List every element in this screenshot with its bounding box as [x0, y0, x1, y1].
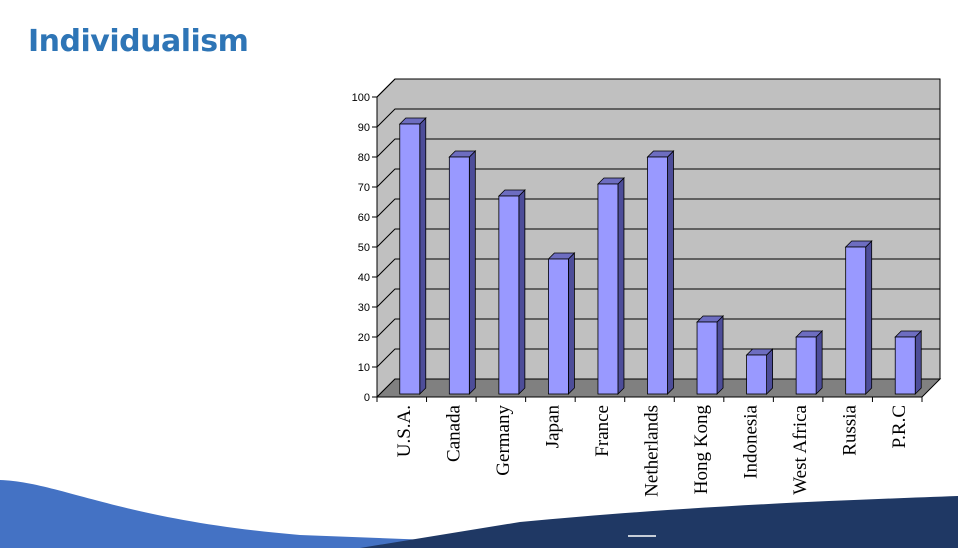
bar-side: [518, 189, 526, 395]
x-tick-label: Canada: [443, 404, 464, 462]
gridline: [376, 288, 940, 308]
wave-dark-shape: [360, 496, 958, 548]
gridline: [376, 78, 940, 98]
bar: [696, 321, 718, 395]
bar-side: [468, 150, 476, 395]
bar-side: [419, 117, 427, 395]
bar-side: [865, 240, 873, 395]
y-tick-label: 50: [358, 242, 370, 254]
bar-side: [667, 150, 674, 395]
gridline: [376, 198, 940, 218]
bar-side: [766, 348, 773, 395]
y-tick-label: 40: [358, 272, 370, 284]
gridline: [376, 168, 940, 188]
x-tick-label: Germany: [493, 405, 514, 476]
gridline: [376, 138, 940, 158]
y-tick-label: 20: [358, 332, 370, 344]
gridline: [376, 258, 940, 278]
bar: [548, 258, 569, 395]
gridline: [376, 228, 940, 248]
x-tick-label: France: [592, 405, 613, 457]
bar: [894, 336, 916, 395]
bar: [746, 354, 767, 395]
x-tick-label: Netherlands: [642, 405, 663, 497]
bar-side: [617, 177, 625, 395]
gridline: [376, 108, 940, 128]
y-tick-label: 30: [358, 302, 370, 314]
x-tick-label: Indonesia: [741, 404, 762, 478]
bar: [448, 156, 470, 395]
wave-light-shape: [0, 480, 640, 548]
x-tick-label: P.R.C: [889, 405, 910, 448]
x-tick-label: Russia: [840, 404, 861, 455]
bar-side: [815, 330, 823, 395]
y-tick-label: 90: [358, 122, 370, 134]
x-tick-label: West Africa: [790, 404, 811, 494]
y-tick-label: 70: [358, 182, 370, 194]
bar: [845, 246, 867, 395]
slide-title: Individualism: [28, 24, 249, 59]
bar-side: [914, 330, 922, 395]
y-tick-label: 100: [352, 92, 370, 104]
x-tick-label: Hong Kong: [691, 405, 712, 495]
bar: [498, 195, 520, 395]
y-tick-label: 80: [358, 152, 370, 164]
bar: [647, 156, 668, 395]
bar-side: [568, 252, 575, 395]
bar: [795, 336, 817, 395]
bar-side: [716, 315, 724, 395]
y-tick-label: 0: [364, 392, 370, 404]
y-tick-label: 10: [358, 362, 370, 374]
bar: [399, 123, 421, 395]
x-tick-label: Japan: [542, 405, 563, 449]
gridline: [376, 318, 940, 338]
bar: [597, 183, 619, 395]
y-tick-label: 60: [358, 212, 370, 224]
x-tick-label: U.S.A.: [394, 405, 415, 457]
